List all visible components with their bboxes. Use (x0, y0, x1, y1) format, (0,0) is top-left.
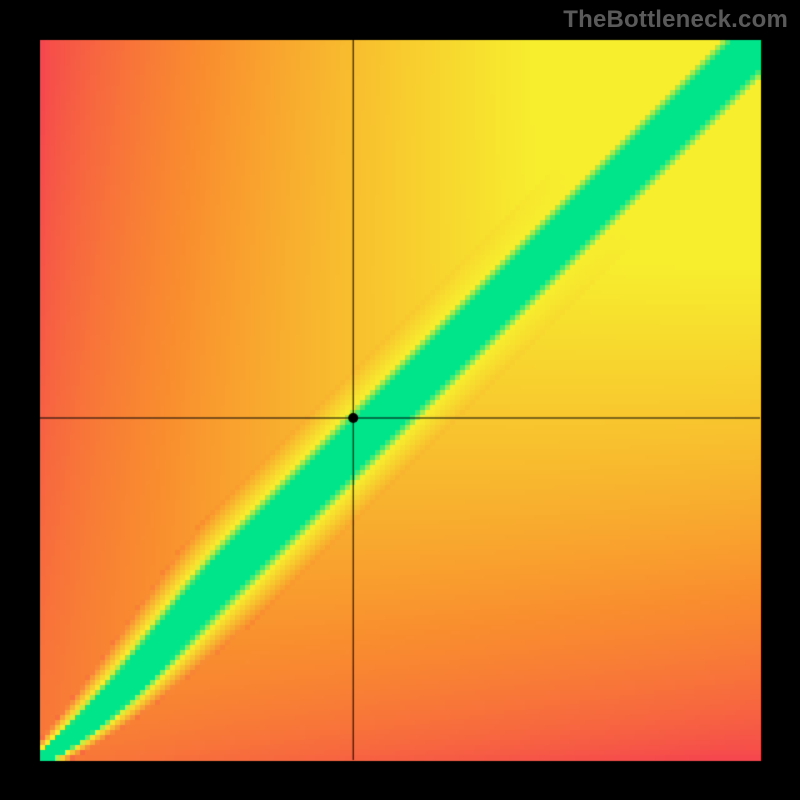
chart-container: TheBottleneck.com (0, 0, 800, 800)
bottleneck-heatmap (0, 0, 800, 800)
watermark-label: TheBottleneck.com (563, 6, 788, 34)
